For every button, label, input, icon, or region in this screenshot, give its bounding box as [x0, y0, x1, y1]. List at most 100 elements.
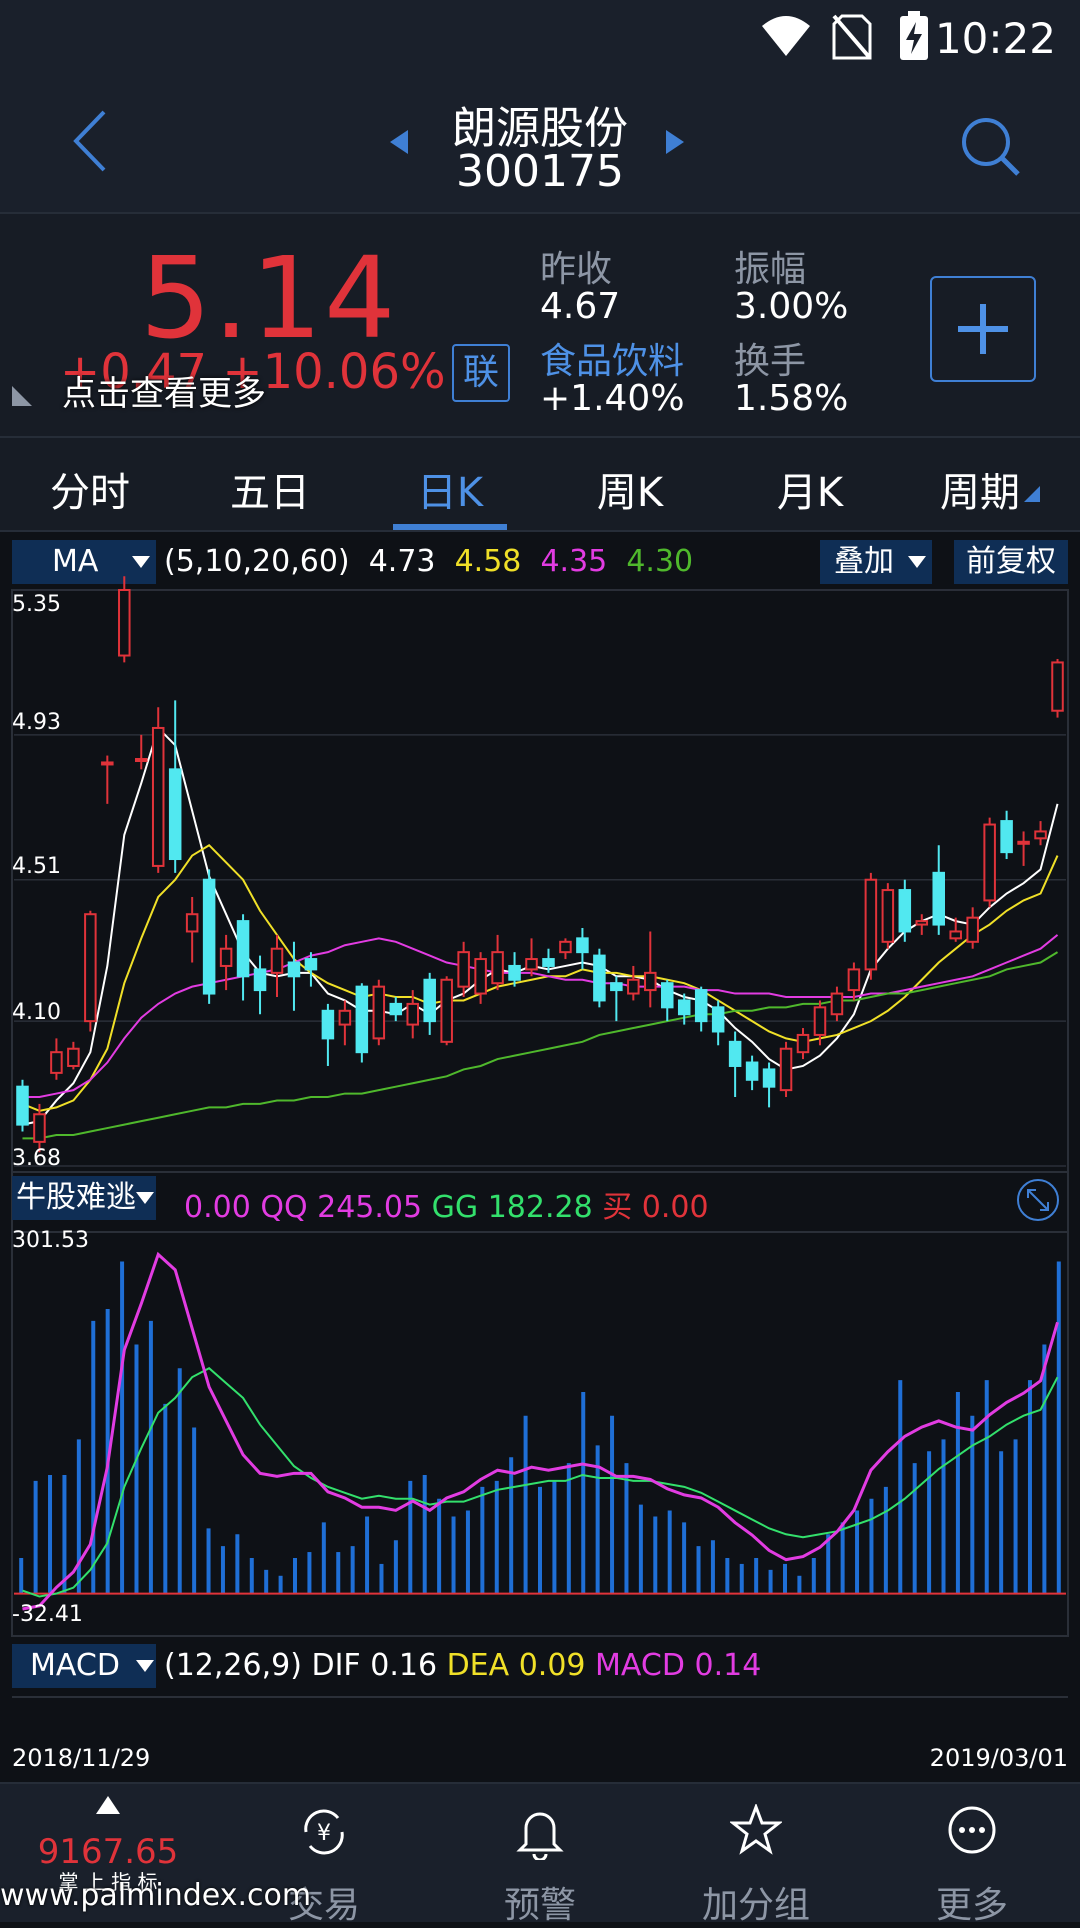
candle-body — [491, 951, 504, 985]
turnover-value: 1.58% — [734, 378, 849, 419]
sub-indicator-select[interactable]: 牛股难逃 — [12, 1176, 156, 1220]
amplitude-value: 3.00% — [734, 286, 849, 327]
candle-body — [287, 961, 301, 978]
candle-body — [610, 982, 623, 992]
candle-body — [542, 958, 555, 967]
add-watchlist-button[interactable] — [930, 276, 1036, 382]
expand-corner-icon[interactable] — [10, 384, 34, 408]
chart-frame — [11, 589, 1069, 1637]
prev-stock-icon[interactable] — [388, 128, 410, 156]
nav-index[interactable]: 9167.65 掌 上 指 标 — [0, 1784, 216, 1922]
gg-line — [22, 1367, 1059, 1598]
candle-body — [33, 1113, 46, 1143]
chevron-down-icon — [136, 1660, 154, 1672]
plus-icon — [958, 304, 1008, 354]
clock: 10:22 — [934, 14, 1056, 63]
candle-body — [644, 971, 657, 992]
prev-close-label: 昨收 — [540, 249, 613, 290]
chevron-down-icon — [136, 1192, 154, 1204]
period-tabs: 分时 五日 日K 周K 月K 周期 — [0, 438, 1080, 532]
ma-lines — [22, 726, 1059, 1140]
candle-body — [372, 985, 386, 1040]
candle-body — [762, 1068, 776, 1088]
tab-intraday[interactable]: 分时 — [50, 470, 130, 516]
stock-name: 朗源股份 — [452, 103, 628, 154]
candle-body — [185, 913, 199, 933]
ma5-line — [22, 726, 1059, 1126]
candle-body — [236, 920, 250, 978]
candle-body — [389, 1002, 403, 1016]
tab-monthly-k[interactable]: 月K — [776, 470, 844, 516]
chart-area[interactable]: MA (5,10,20,60) 4.73 4.58 4.35 4.30 叠加 前… — [0, 532, 1080, 1782]
back-arrow-icon[interactable] — [70, 108, 110, 174]
ma20-line — [22, 934, 1059, 1099]
nav-trade[interactable]: ¥ 交易 — [216, 1784, 432, 1926]
chevron-down-icon — [908, 556, 926, 568]
buy-value: 0.00 — [641, 1190, 709, 1225]
candle-body — [84, 913, 97, 1023]
macd-readout: (12,26,9) DIF 0.16 DEA 0.09 MACD 0.14 — [164, 1648, 761, 1683]
search-icon[interactable] — [958, 114, 1022, 178]
dea-value: 0.09 — [518, 1648, 586, 1683]
price-tick-5: 3.68 — [12, 1146, 61, 1171]
candle-body — [660, 982, 674, 1009]
prev-close-value: 4.67 — [540, 286, 621, 327]
svg-text:¥: ¥ — [317, 1821, 331, 1846]
caret-up-icon — [96, 1796, 120, 1814]
candle-body — [151, 726, 165, 867]
ma10-line — [22, 843, 1059, 1112]
fullscreen-icon[interactable] — [1016, 1178, 1060, 1222]
sector-change: +1.40% — [540, 378, 685, 419]
nav-more[interactable]: 更多 — [864, 1784, 1080, 1926]
buy-label: 买 — [602, 1190, 633, 1225]
related-badge[interactable]: 联 — [452, 344, 510, 402]
kline-chart — [11, 576, 1069, 1637]
sector-name[interactable]: 食品饮料 — [540, 341, 685, 382]
more-info-tip[interactable]: 点击查看更多 — [62, 374, 266, 414]
ma-indicator-select[interactable]: MA — [12, 540, 156, 584]
gg-value: 182.28 — [487, 1190, 593, 1225]
overlay-select[interactable]: 叠加 — [820, 540, 932, 584]
stock-code: 300175 — [456, 146, 624, 197]
candle-body — [338, 1009, 352, 1026]
tab-weekly-k[interactable]: 周K — [596, 470, 664, 516]
next-stock-icon[interactable] — [664, 128, 686, 156]
sub-indicator-name: 牛股难逃 — [16, 1180, 136, 1215]
candle-body — [898, 889, 912, 933]
candle-body — [728, 1040, 742, 1067]
tab-five-day[interactable]: 五日 — [230, 470, 310, 516]
candle-body — [949, 930, 962, 940]
candle-body — [440, 978, 453, 1043]
start-date: 2018/11/29 — [12, 1744, 151, 1772]
tab-daily-k[interactable]: 日K — [416, 470, 484, 516]
sub-indicator-lines — [22, 1251, 1059, 1611]
status-bar: 10:22 — [0, 0, 1080, 78]
sub-indicator-readout: 0.00 QQ 245.05 GG 182.28 买 0.00 — [184, 1182, 709, 1226]
nav-alert[interactable]: 预警 — [432, 1784, 648, 1926]
macd-value: 0.14 — [694, 1648, 762, 1683]
candle-body — [50, 1051, 63, 1074]
macd-params: (12,26,9) — [164, 1648, 302, 1683]
index-value: 9167.65 — [37, 1832, 179, 1872]
qq-value: 245.05 — [317, 1190, 423, 1225]
adjust-button[interactable]: 前复权 — [954, 540, 1068, 584]
macd-indicator-select[interactable]: MACD — [12, 1644, 156, 1688]
candle-body — [694, 989, 708, 1023]
candle-body — [627, 978, 640, 995]
overlay-label: 叠加 — [834, 544, 894, 579]
sub-tick-top: 301.53 — [12, 1228, 89, 1253]
star-icon — [730, 1804, 782, 1855]
ma60-line — [22, 951, 1059, 1140]
candle-body — [779, 1047, 793, 1092]
date-divider — [12, 1696, 1068, 1698]
candle-body — [1051, 661, 1064, 712]
qq-line — [22, 1251, 1059, 1611]
candle-body — [711, 1006, 725, 1033]
price-tick-2: 4.93 — [12, 710, 61, 735]
candle-body — [966, 916, 979, 943]
candle-body — [847, 968, 861, 992]
last-price: 5.14 — [140, 234, 398, 364]
price-change-pct: +10.06% — [222, 344, 446, 400]
nav-add-group[interactable]: 加分组 — [648, 1784, 864, 1926]
tab-period[interactable]: 周期 — [940, 470, 1020, 516]
